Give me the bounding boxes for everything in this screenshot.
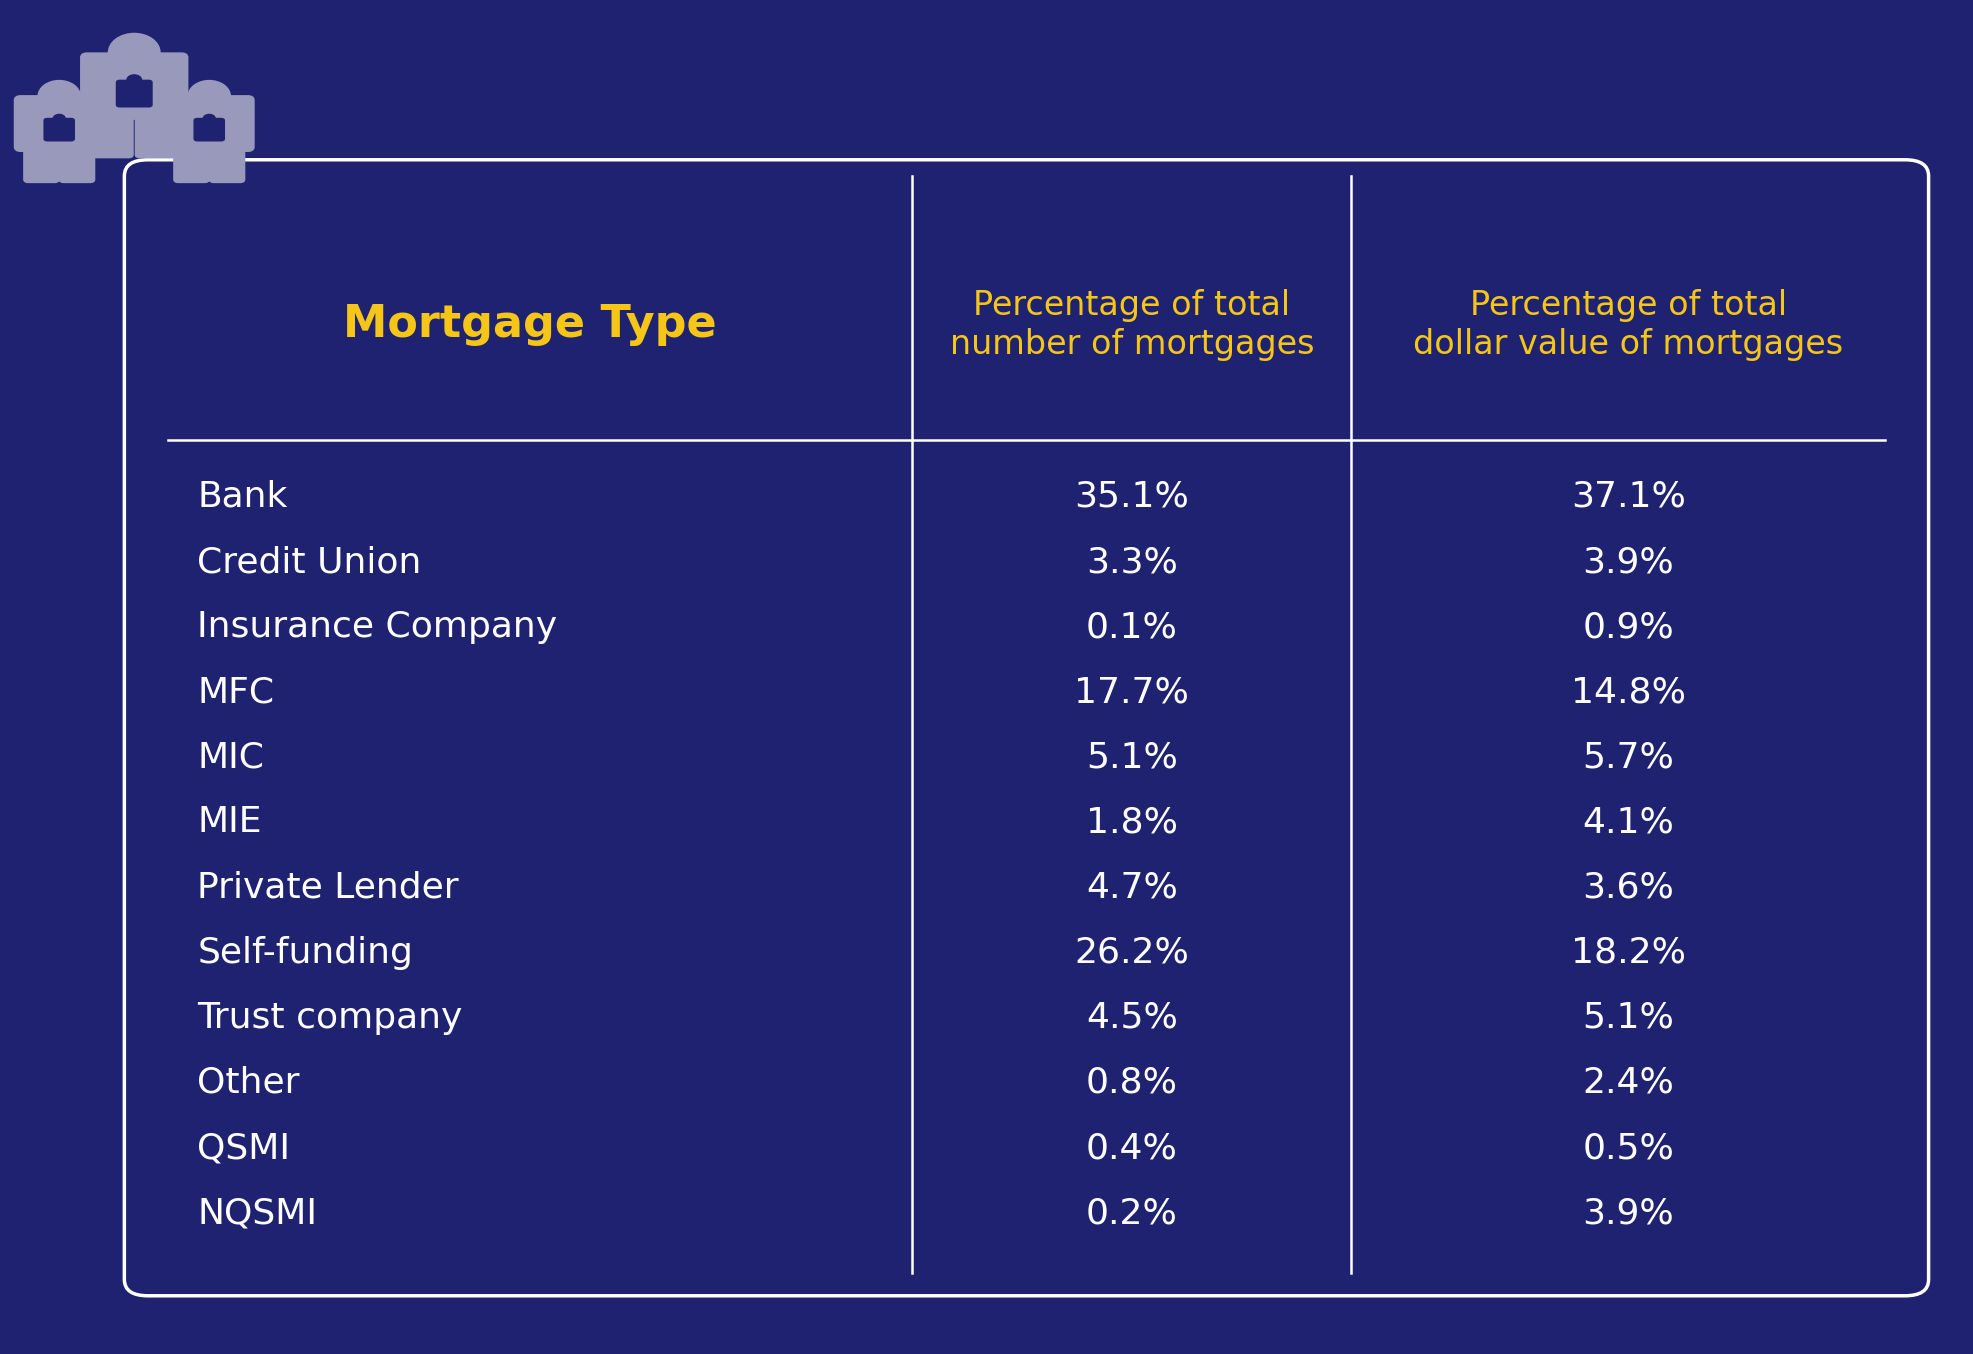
Text: Percentage of total
number of mortgages: Percentage of total number of mortgages	[949, 290, 1314, 360]
FancyBboxPatch shape	[93, 115, 132, 157]
FancyBboxPatch shape	[164, 96, 253, 150]
FancyBboxPatch shape	[174, 146, 209, 181]
Text: QSMI: QSMI	[197, 1131, 290, 1164]
FancyBboxPatch shape	[116, 80, 152, 107]
FancyBboxPatch shape	[136, 115, 176, 157]
Ellipse shape	[109, 34, 160, 72]
Text: 0.8%: 0.8%	[1085, 1066, 1178, 1099]
Text: Percentage of total
dollar value of mortgages: Percentage of total dollar value of mort…	[1413, 290, 1843, 360]
Text: 5.1%: 5.1%	[1085, 741, 1178, 774]
Circle shape	[126, 74, 142, 85]
Text: Trust company: Trust company	[197, 1001, 462, 1034]
FancyBboxPatch shape	[43, 118, 75, 141]
Text: 14.8%: 14.8%	[1571, 676, 1685, 709]
Text: Private Lender: Private Lender	[197, 871, 460, 904]
Text: 3.3%: 3.3%	[1085, 546, 1178, 580]
Text: MFC: MFC	[197, 676, 274, 709]
Text: 17.7%: 17.7%	[1073, 676, 1188, 709]
Text: NQSMI: NQSMI	[197, 1196, 318, 1231]
Text: 5.7%: 5.7%	[1582, 741, 1673, 774]
Text: Insurance Company: Insurance Company	[197, 611, 556, 645]
FancyBboxPatch shape	[16, 96, 103, 150]
Circle shape	[203, 115, 215, 123]
Text: 0.9%: 0.9%	[1582, 611, 1673, 645]
Text: 2.4%: 2.4%	[1582, 1066, 1673, 1099]
Text: 18.2%: 18.2%	[1571, 936, 1685, 969]
FancyBboxPatch shape	[193, 118, 225, 141]
Ellipse shape	[189, 81, 229, 111]
FancyBboxPatch shape	[59, 146, 95, 181]
Text: 3.9%: 3.9%	[1582, 546, 1673, 580]
Text: 3.6%: 3.6%	[1582, 871, 1673, 904]
Text: MIE: MIE	[197, 806, 262, 839]
Text: 0.2%: 0.2%	[1085, 1196, 1178, 1231]
Text: 0.5%: 0.5%	[1582, 1131, 1673, 1164]
Text: 37.1%: 37.1%	[1571, 479, 1685, 515]
Text: Credit Union: Credit Union	[197, 546, 422, 580]
FancyBboxPatch shape	[209, 146, 245, 181]
Text: 0.4%: 0.4%	[1085, 1131, 1178, 1164]
Ellipse shape	[39, 81, 79, 111]
Text: MIC: MIC	[197, 741, 264, 774]
FancyBboxPatch shape	[24, 146, 59, 181]
Text: Self-funding: Self-funding	[197, 936, 412, 969]
Text: Mortgage Type: Mortgage Type	[343, 303, 716, 347]
Text: 4.7%: 4.7%	[1085, 871, 1178, 904]
Text: 3.9%: 3.9%	[1582, 1196, 1673, 1231]
Text: 35.1%: 35.1%	[1073, 479, 1188, 515]
Text: Bank: Bank	[197, 479, 288, 515]
FancyBboxPatch shape	[124, 160, 1928, 1296]
Text: 4.5%: 4.5%	[1085, 1001, 1178, 1034]
Text: 26.2%: 26.2%	[1073, 936, 1188, 969]
Text: 1.8%: 1.8%	[1085, 806, 1178, 839]
Text: Other: Other	[197, 1066, 300, 1099]
Text: 4.1%: 4.1%	[1582, 806, 1673, 839]
Circle shape	[53, 115, 65, 123]
Text: 5.1%: 5.1%	[1582, 1001, 1673, 1034]
Text: 0.1%: 0.1%	[1085, 611, 1178, 645]
FancyBboxPatch shape	[81, 53, 187, 119]
